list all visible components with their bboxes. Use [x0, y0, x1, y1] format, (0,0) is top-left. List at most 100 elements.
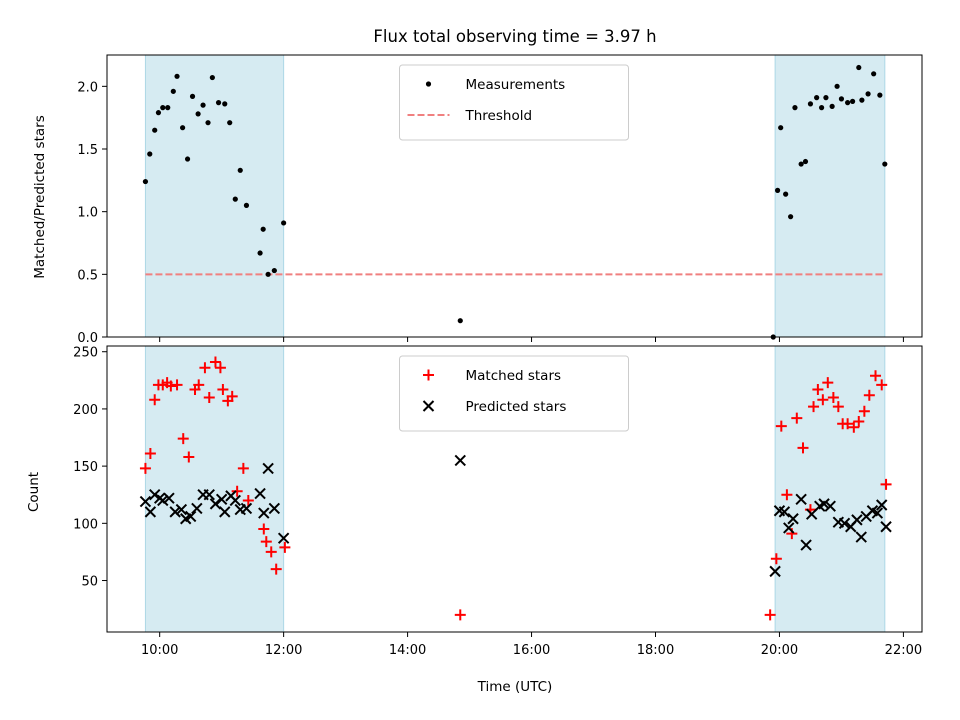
- predicted-stars-point: [824, 500, 836, 512]
- measurement-point: [195, 111, 201, 117]
- matched-stars-point: [258, 523, 270, 535]
- measurement-point: [778, 125, 784, 131]
- predicted-stars-point: [876, 499, 888, 511]
- matched-stars-point: [270, 563, 282, 575]
- matched-stars-point: [209, 356, 221, 368]
- matched-stars-point: [781, 489, 793, 501]
- measurement-point: [222, 101, 228, 107]
- measurement-point: [257, 250, 263, 256]
- matched-stars-point: [842, 418, 854, 430]
- measurement-point: [142, 178, 149, 185]
- predicted-stars-point: [855, 531, 867, 543]
- x-tick-label: 22:00: [885, 643, 922, 658]
- bottom-y-tick-label: 250: [73, 346, 98, 361]
- x-tick-label: 14:00: [389, 643, 426, 658]
- measurement-point: [152, 127, 158, 133]
- predicted-stars-point: [254, 487, 266, 500]
- predicted-stars-point: [277, 532, 290, 544]
- predicted-stars-point: [169, 506, 181, 518]
- predicted-stars-point: [139, 495, 152, 508]
- matched-stars-point: [770, 553, 782, 565]
- matched-stars-point: [797, 442, 809, 454]
- predicted-stars-point: [800, 539, 812, 551]
- predicted-stars-point: [191, 502, 203, 515]
- matched-stars-point: [775, 420, 787, 432]
- measurement-point: [802, 158, 809, 165]
- measurement-point: [856, 64, 862, 71]
- legend-label: Matched stars: [466, 368, 562, 384]
- matched-stars-point: [139, 462, 151, 474]
- flux-ratio-panel: 0.0 0.5 1.0 1.5 2.0 Measurements Threshold: [77, 54, 923, 346]
- measurement-point: [829, 103, 835, 109]
- matched-stars-point: [863, 389, 875, 401]
- matched-stars-point: [165, 380, 177, 392]
- matched-stars-point: [279, 541, 291, 553]
- predicted-stars-point: [240, 502, 253, 515]
- predicted-stars-point: [184, 510, 197, 523]
- measurement-point: [205, 120, 211, 126]
- predicted-stars-point: [818, 498, 830, 510]
- matched-stars-point: [876, 379, 888, 391]
- measurement-point: [155, 110, 162, 116]
- measurement-point: [200, 102, 206, 108]
- top-y-tick-label: 2.0: [77, 80, 98, 95]
- bottom-y-axis-label: Count: [26, 472, 42, 512]
- matched-stars-point: [848, 421, 860, 433]
- measurement-point: [237, 167, 243, 173]
- measurement-point: [865, 91, 871, 97]
- predicted-stars-point: [795, 493, 807, 506]
- x-tick-label: 18:00: [637, 643, 674, 658]
- measurement-point: [798, 161, 804, 167]
- matched-stars-point: [214, 362, 226, 374]
- predicted-stars-point: [229, 494, 242, 507]
- measurement-point: [457, 318, 463, 324]
- matched-stars-point: [858, 405, 870, 417]
- matched-stars-point: [870, 370, 882, 382]
- measurement-point: [814, 95, 820, 101]
- measurement-point: [774, 187, 781, 193]
- predicted-stars-point: [175, 503, 188, 516]
- x-tick-label: 10:00: [141, 643, 178, 658]
- measurement-point: [882, 161, 888, 167]
- legend-predicted-swatch: [422, 400, 435, 412]
- top-y-tick-label: 1.5: [77, 143, 98, 158]
- matched-stars-point: [454, 609, 466, 621]
- measurement-point: [792, 105, 798, 111]
- measurement-point: [271, 267, 277, 274]
- top-y-tick-label: 0.5: [77, 268, 98, 283]
- predicted-stars-point: [783, 522, 795, 534]
- bottom-y-tick-label: 50: [81, 575, 98, 590]
- matched-stars-point: [260, 536, 272, 548]
- bottom-shaded-span: [774, 345, 886, 633]
- matched-stars-point: [217, 383, 229, 395]
- legend-measurement-swatch: [425, 81, 432, 87]
- top-shaded-span: [144, 54, 285, 338]
- predicted-stars-point: [454, 454, 466, 467]
- predicted-stars-point: [838, 517, 851, 530]
- predicted-stars-point: [258, 507, 270, 519]
- top-y-tick-label: 1.0: [77, 206, 98, 221]
- measurement-point: [147, 151, 153, 157]
- legend-label: Threshold: [465, 108, 533, 124]
- predicted-stars-point: [880, 521, 892, 533]
- measurement-point: [243, 202, 250, 208]
- measurement-point: [788, 214, 794, 220]
- measurement-point: [871, 71, 877, 77]
- matched-stars-point: [237, 462, 249, 474]
- top-shaded-span: [774, 54, 886, 338]
- matched-stars-point: [144, 448, 156, 460]
- measurement-point: [834, 83, 840, 89]
- measurement-point: [265, 271, 271, 277]
- top-axes-frame: [106, 54, 923, 338]
- measurement-point: [823, 95, 829, 101]
- predicted-stars-point: [203, 489, 215, 501]
- x-tick-label: 12:00: [265, 643, 302, 658]
- measurement-point: [160, 105, 166, 111]
- measurement-point: [170, 88, 176, 94]
- matched-stars-point: [265, 546, 277, 558]
- legend-box: [399, 64, 629, 141]
- matched-stars-point: [832, 401, 844, 413]
- measurement-point: [165, 105, 171, 111]
- x-tick-label: 16:00: [513, 643, 550, 658]
